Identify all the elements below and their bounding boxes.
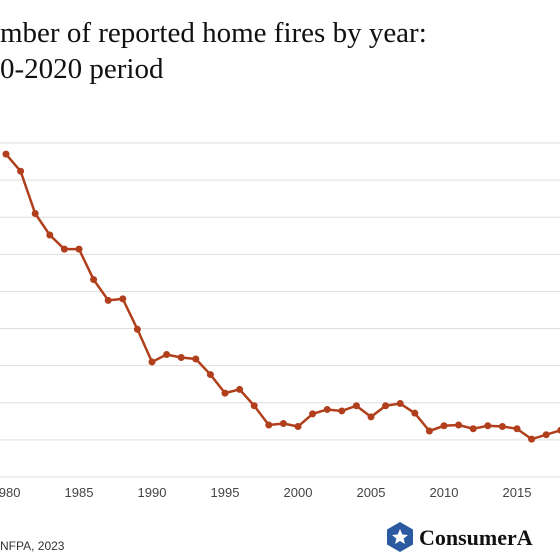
point xyxy=(236,385,244,393)
point xyxy=(367,413,375,421)
point xyxy=(2,150,10,158)
x-tick-label: 2015 xyxy=(503,485,532,500)
point xyxy=(484,422,492,430)
x-tick-label: 1995 xyxy=(211,485,240,500)
point xyxy=(60,245,68,253)
point xyxy=(440,422,448,430)
point xyxy=(513,425,521,433)
brand-logo: ConsumerA xyxy=(387,522,533,552)
point xyxy=(31,210,39,218)
x-tick-label: 2000 xyxy=(284,485,313,500)
logo-star xyxy=(392,529,408,544)
point xyxy=(90,276,98,284)
point xyxy=(352,402,360,410)
point xyxy=(17,167,25,175)
point xyxy=(265,421,273,429)
point xyxy=(469,425,477,433)
point xyxy=(119,295,127,303)
point xyxy=(542,431,550,439)
x-tick-label: 2005 xyxy=(357,485,386,500)
point xyxy=(528,435,536,443)
point xyxy=(177,354,185,362)
point xyxy=(148,358,156,366)
chart-title: 0-2020 period xyxy=(0,53,164,85)
point xyxy=(425,427,433,435)
point xyxy=(498,423,506,431)
x-tick-label: 1990 xyxy=(138,485,167,500)
point xyxy=(411,409,419,417)
point xyxy=(206,371,214,379)
chart-title: mber of reported home fires by year: xyxy=(0,17,427,49)
point xyxy=(104,296,112,304)
point xyxy=(163,351,171,359)
point xyxy=(279,420,287,428)
point xyxy=(294,423,302,431)
point xyxy=(46,231,54,239)
point xyxy=(192,355,200,363)
point xyxy=(557,426,560,434)
x-tick-label: 2010 xyxy=(430,485,459,500)
point xyxy=(221,389,229,397)
point xyxy=(338,407,346,415)
point xyxy=(382,402,390,410)
x-tick-label: 1980 xyxy=(0,485,20,500)
source: NFPA, 2023 xyxy=(0,539,65,553)
line xyxy=(5,153,560,441)
point xyxy=(75,245,83,253)
point xyxy=(133,325,141,333)
brand-name: ConsumerA xyxy=(419,525,533,550)
point xyxy=(455,421,463,429)
point xyxy=(250,402,258,410)
point xyxy=(396,400,404,408)
point xyxy=(309,410,317,418)
x-tick-label: 1985 xyxy=(65,485,94,500)
point xyxy=(323,405,331,413)
